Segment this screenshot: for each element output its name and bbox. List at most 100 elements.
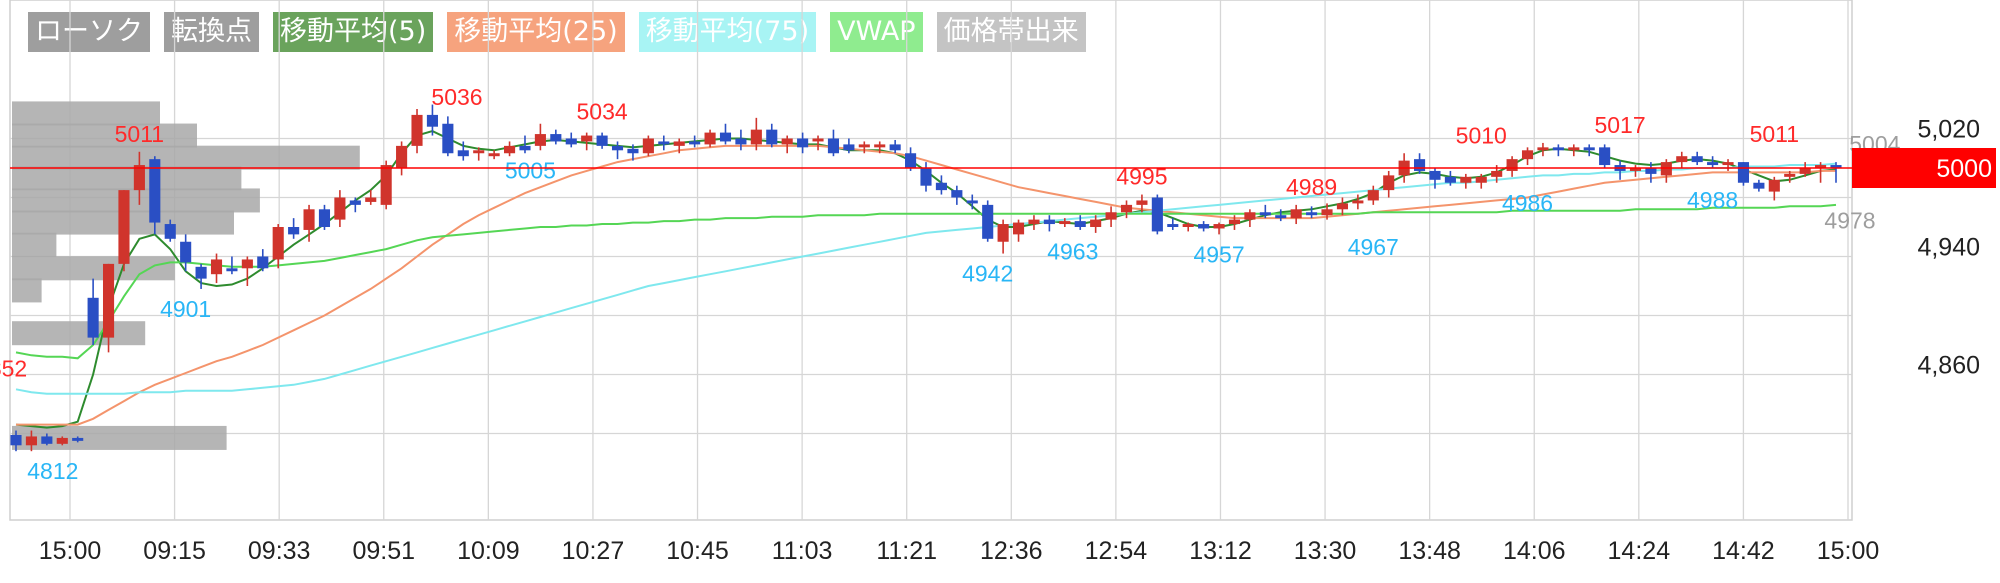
price-annotation: 4986	[1502, 190, 1553, 216]
candle-body	[1074, 221, 1086, 227]
volume-profile-bar	[12, 232, 57, 257]
candle-body	[1568, 147, 1580, 151]
candle-body	[226, 268, 238, 272]
candle-body	[1768, 179, 1780, 192]
chip-candlestick[interactable]: ローソク	[28, 12, 150, 52]
candle-body	[288, 227, 300, 235]
x-tick-label: 09:33	[248, 537, 311, 565]
x-tick-label: 10:27	[562, 537, 625, 565]
candle-body	[457, 150, 469, 157]
candle-body	[334, 197, 346, 220]
x-tick-label: 09:51	[352, 537, 415, 565]
candle-body	[1491, 170, 1503, 177]
candle-body	[1521, 150, 1534, 160]
candle-body	[1414, 159, 1426, 171]
candle-body	[827, 138, 840, 154]
current-price-badge	[1852, 148, 1996, 188]
candle-body	[210, 259, 223, 275]
candle-body	[1707, 162, 1719, 166]
chip-ma75[interactable]: 移動平均(75)	[638, 12, 817, 52]
candle-body	[488, 153, 500, 157]
x-tick-label: 11:21	[876, 537, 937, 565]
candle-body	[658, 141, 670, 145]
candle-body	[1722, 162, 1734, 166]
candle-body	[25, 436, 37, 446]
y-tick-label: 4,860	[1917, 352, 1980, 380]
x-tick-label: 10:09	[457, 537, 520, 565]
volume-profile-bar	[12, 256, 175, 281]
candle-body	[1383, 175, 1395, 191]
price-annotation: 5005	[505, 157, 556, 183]
volume-profile-bar	[12, 188, 260, 213]
candle-body	[858, 144, 870, 148]
candle-body	[87, 297, 99, 338]
candle-body	[704, 132, 716, 145]
candle-body	[426, 114, 438, 127]
candle-body	[766, 129, 778, 145]
candle-body	[1367, 190, 1379, 201]
price-annotation: 5010	[1456, 122, 1507, 148]
candle-body	[1090, 219, 1102, 227]
candle-body	[1321, 209, 1333, 216]
candle-body	[1028, 219, 1040, 225]
candle-body	[396, 145, 408, 168]
candle-body	[519, 145, 531, 151]
candle-body	[72, 437, 84, 441]
candle-body	[565, 138, 577, 145]
candle-body	[1429, 170, 1441, 180]
candle-body	[1136, 200, 1148, 205]
candle-body	[1059, 221, 1071, 225]
candle-body	[1352, 200, 1364, 204]
candle-body	[241, 259, 253, 269]
candle-body	[534, 134, 546, 146]
chip-ma5[interactable]: 移動平均(5)	[273, 12, 434, 52]
candle-body	[1583, 147, 1595, 151]
candle-body	[1753, 182, 1765, 189]
candle-body	[1290, 209, 1302, 219]
price-annotation: 4957	[1193, 241, 1244, 267]
y-tick-label: 4,940	[1917, 234, 1980, 262]
chip-turning-point[interactable]: 転換点	[164, 12, 259, 52]
candle-body	[735, 138, 747, 145]
candle-body	[1444, 176, 1456, 183]
volume-profile-bar	[12, 145, 360, 170]
candle-body	[303, 209, 315, 230]
candle-body	[642, 138, 654, 154]
candle-body	[1198, 224, 1210, 229]
candle-body	[1552, 147, 1564, 151]
x-tick-label: 13:30	[1294, 537, 1357, 565]
candle-body	[1151, 197, 1163, 232]
candle-body	[1105, 212, 1117, 220]
candle-body	[689, 141, 701, 145]
candle-body	[1737, 162, 1750, 183]
x-tick-label: 15:00	[1817, 537, 1880, 565]
x-tick-label: 12:54	[1085, 537, 1148, 565]
price-annotation: 4942	[962, 261, 1013, 287]
candle-body	[889, 144, 901, 151]
price-annotation: 4967	[1348, 234, 1399, 260]
chip-ma25[interactable]: 移動平均(25)	[447, 12, 625, 52]
candle-body	[1784, 173, 1796, 177]
candle-body	[1691, 156, 1703, 163]
volume-profile	[12, 101, 360, 450]
candle-body	[1228, 219, 1241, 225]
candle-body	[1012, 222, 1025, 235]
candle-body	[1830, 165, 1842, 168]
candle-body	[750, 129, 762, 145]
candle-body	[874, 144, 886, 148]
candle-body	[966, 200, 978, 204]
candle-body	[719, 132, 732, 142]
candle-body	[442, 123, 454, 154]
candle-body	[905, 153, 917, 168]
price-annotation: 4988	[1687, 187, 1738, 213]
price-annotations: 8525011490150365034500549424963499549574…	[0, 84, 1901, 484]
x-tick-label: 11:03	[772, 537, 833, 565]
candle-body	[1336, 203, 1348, 210]
price-annotation: 4812	[27, 458, 78, 484]
x-tick-label: 12:36	[980, 537, 1043, 565]
candle-body	[627, 148, 639, 154]
price-annotation: 5034	[577, 99, 628, 125]
volume-profile-bar	[12, 123, 197, 148]
x-tick-label: 10:45	[666, 537, 729, 565]
